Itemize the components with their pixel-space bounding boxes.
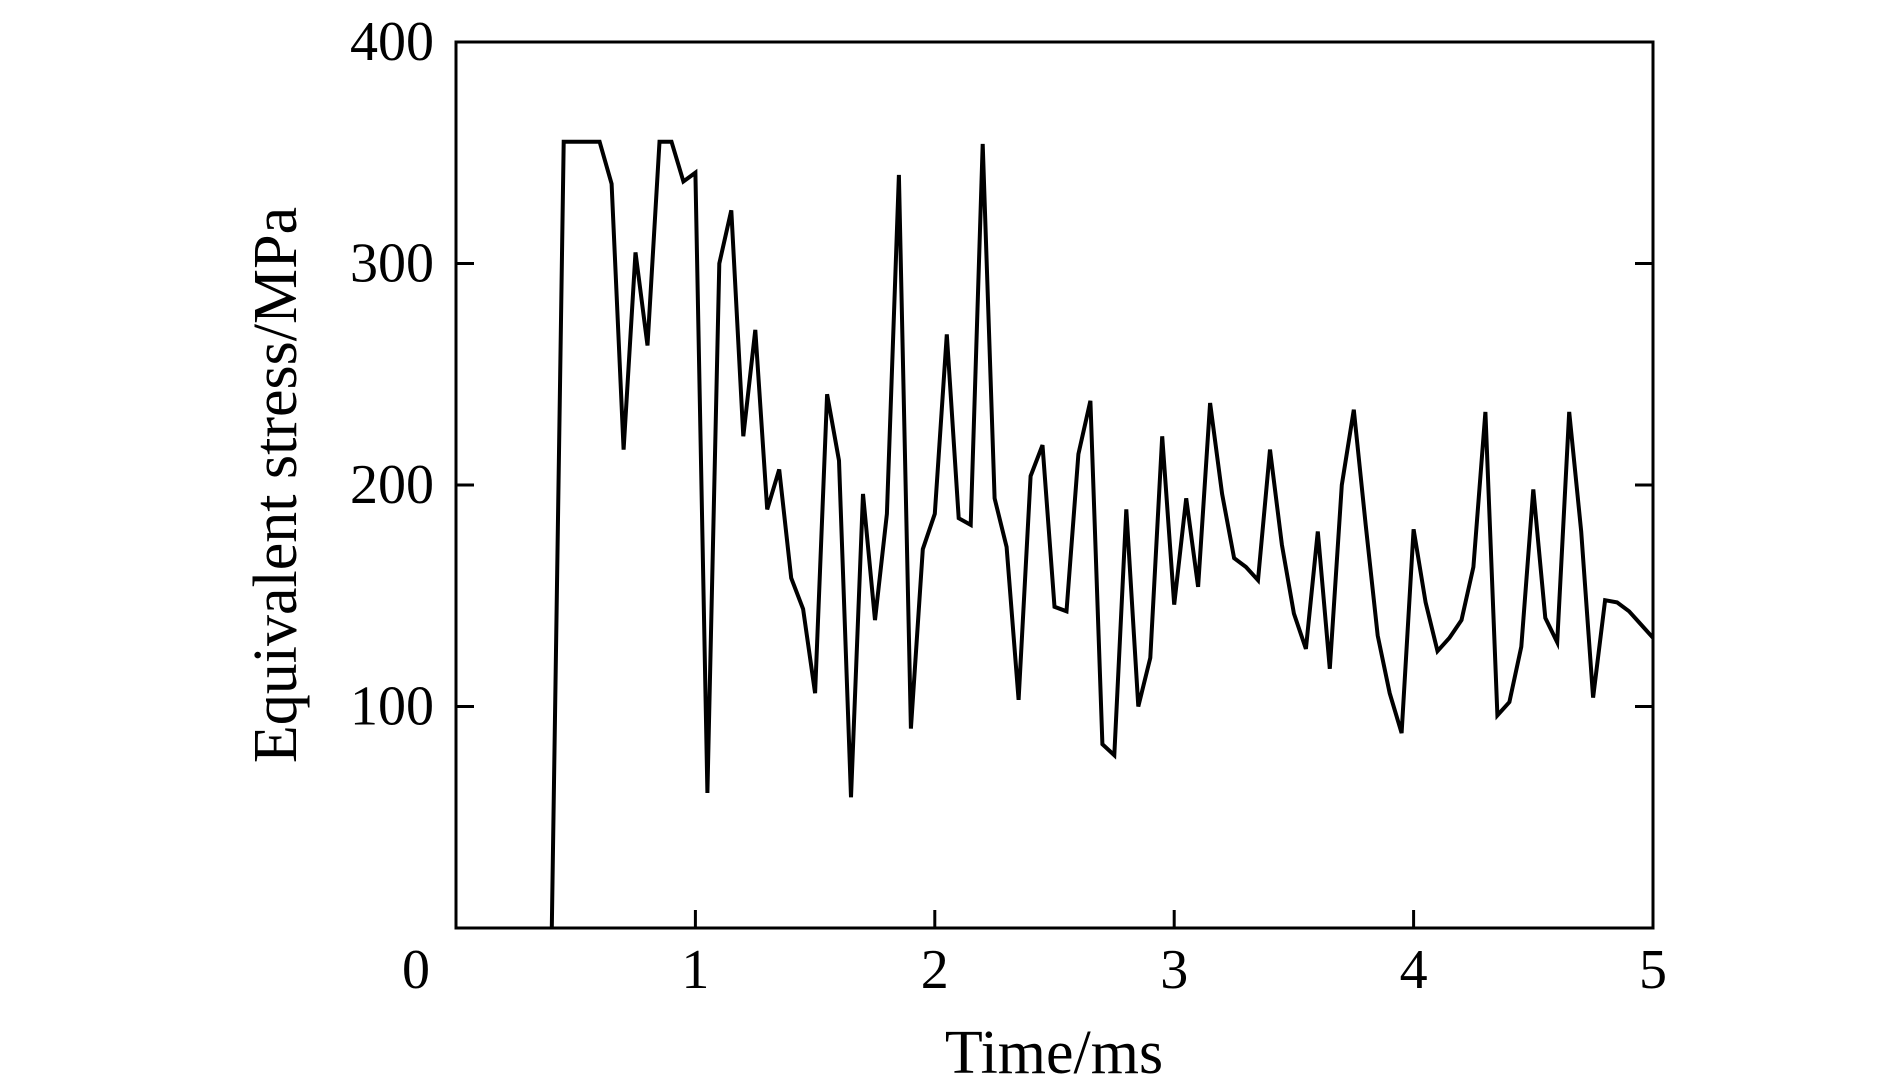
y-tick-label: 400 [350, 11, 434, 73]
y-axis-label: Equivalent stress/MPa [242, 207, 310, 763]
x-axis-ticks: 0 1 2 3 4 5 [402, 910, 1667, 1001]
stress-series-line [549, 139, 1655, 929]
x-tick-label: 0 [402, 939, 430, 1001]
y-tick-label: 200 [350, 454, 434, 516]
y-tick-label: 100 [350, 676, 434, 738]
y-tick-label: 300 [350, 233, 434, 295]
x-tick-label: 5 [1639, 939, 1667, 1001]
x-tick-label: 3 [1160, 939, 1188, 1001]
x-axis-label: Time/ms [945, 1019, 1163, 1087]
plot-frame [454, 40, 1655, 930]
y-axis-ticks: 100 200 300 400 [350, 11, 1653, 738]
x-tick-label: 4 [1400, 939, 1428, 1001]
series-group [549, 139, 1655, 929]
x-tick-label: 1 [681, 939, 709, 1001]
x-tick-label: 2 [921, 939, 949, 1001]
